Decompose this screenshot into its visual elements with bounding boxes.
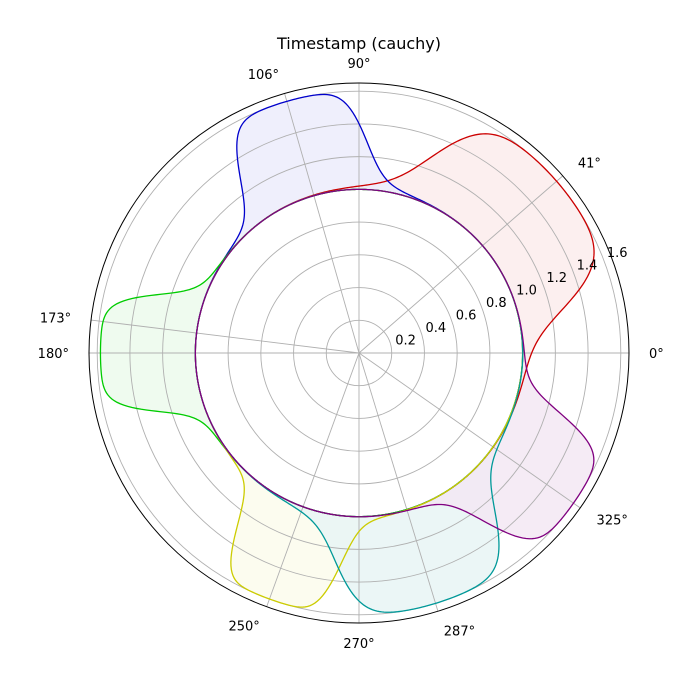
radial-tick-label: 0.2 [395,333,416,348]
angular-tick-label: 250° [228,620,259,635]
series-fill-3 [195,189,523,608]
angular-tick-label: 0° [649,347,664,362]
grid-spoke-6 [266,352,360,607]
radial-tick-label: 1.0 [516,283,537,298]
grid-spoke-3 [284,93,360,354]
radial-tick-label: 0.4 [425,321,446,336]
angular-tick-label: 106° [248,68,279,83]
series-lines [99,93,595,613]
angular-tick-label: 90° [347,57,370,72]
chart-title: Timestamp (cauchy) [276,34,441,53]
angular-tick-label: 287° [444,624,475,639]
angular-tick-label: 173° [40,312,71,327]
grid-spoke-9 [358,352,581,509]
series-line-5 [194,188,595,540]
grid-spoke-1 [358,175,564,354]
series-fill-1 [195,94,523,517]
radial-tick-label: 1.6 [607,246,628,261]
radial-tick-label: 0.8 [486,296,507,311]
radial-tick-label: 1.2 [546,271,567,286]
radial-tick-label: 0.6 [456,308,477,323]
series-fill-0 [195,133,595,517]
grid-spoke-4 [90,319,360,354]
angular-tick-label: 270° [343,637,374,652]
radial-tick-labels: 0.2 0.4 0.6 0.8 1.0 1.2 1.4 1.6 [395,246,627,349]
series-fill-5 [195,189,594,539]
grid-spoke-8 [358,352,439,612]
angular-tick-labels: 0° 41° 90° 106° 173° 180° 250° 270° 287° 325° [38,57,664,652]
angular-tick-label: 325° [597,513,628,528]
angular-tick-label: 180° [38,347,69,362]
polar-grid [89,83,629,623]
series-fill-4 [195,189,523,613]
radial-tick-label: 1.4 [577,258,598,273]
angular-tick-label: 41° [578,157,601,172]
outer-frame [88,82,630,624]
